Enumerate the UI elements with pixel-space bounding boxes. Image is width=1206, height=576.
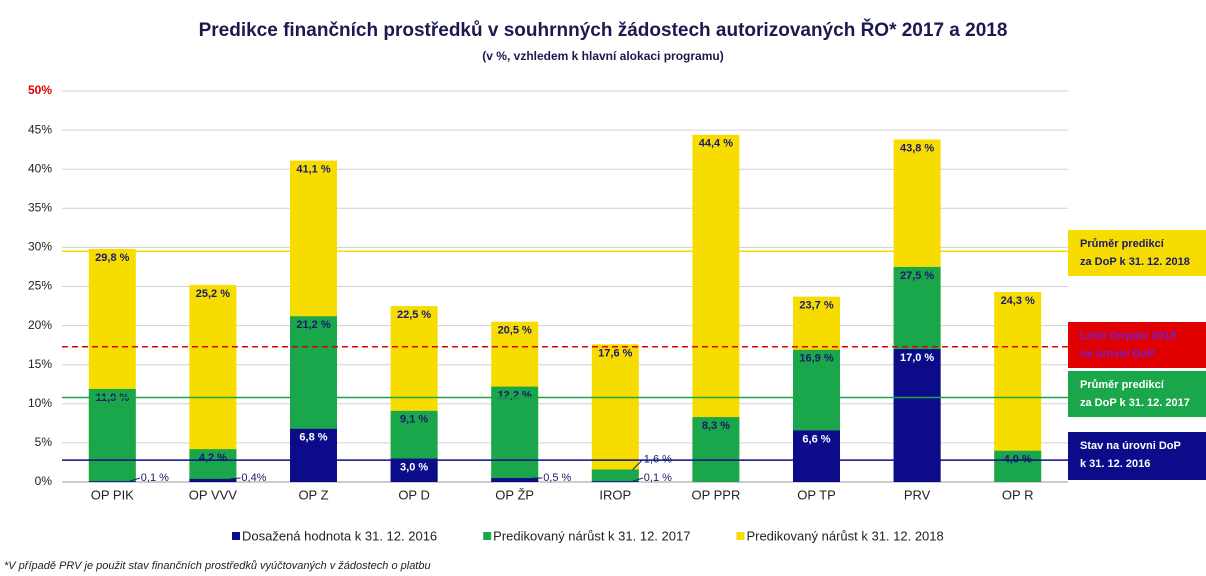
data-label: 9,1 % bbox=[400, 414, 428, 426]
x-tick-label: OP VVV bbox=[189, 487, 238, 502]
data-label: 22,5 % bbox=[397, 309, 431, 321]
data-label: 41,1 % bbox=[296, 164, 330, 176]
data-label: 8,3 % bbox=[702, 420, 730, 432]
legend-label: Predikovaný nárůst k 31. 12. 2017 bbox=[493, 528, 690, 543]
reference-label: za DoP k 31. 12. 2017 bbox=[1080, 397, 1190, 409]
x-tick-label: OP ŽP bbox=[495, 487, 534, 502]
reference-label: na úrovni DoP bbox=[1080, 348, 1155, 360]
data-label: 6,8 % bbox=[299, 432, 327, 444]
data-label: 29,8 % bbox=[95, 252, 129, 264]
reference-box bbox=[1068, 371, 1206, 417]
bar bbox=[390, 458, 438, 482]
data-label: 17,0 % bbox=[900, 352, 934, 364]
leader-line bbox=[632, 459, 644, 470]
bar bbox=[591, 469, 639, 482]
reference-label: Stav na úrovni DoP bbox=[1080, 440, 1181, 452]
legend-swatch bbox=[483, 532, 492, 540]
data-label: 17,6 % bbox=[598, 347, 632, 359]
y-tick-label: 15% bbox=[28, 357, 52, 371]
reference-label: Průměr predikcí bbox=[1080, 238, 1165, 250]
x-tick-label: IROP bbox=[599, 487, 631, 502]
bar bbox=[88, 481, 136, 482]
bar bbox=[591, 481, 639, 482]
y-tick-label: 5% bbox=[35, 435, 53, 449]
data-label: 44,4 % bbox=[699, 138, 733, 150]
bar bbox=[591, 344, 639, 482]
chart-title: Predikce finančních prostředků v souhrnn… bbox=[199, 19, 1008, 41]
data-label: 0,5 % bbox=[543, 472, 571, 484]
y-tick-label: 35% bbox=[28, 200, 52, 214]
y-tick-label: 25% bbox=[28, 279, 52, 293]
reference-box bbox=[1068, 322, 1206, 368]
bar bbox=[893, 349, 941, 482]
reference-label: za DoP k 31. 12. 2018 bbox=[1080, 256, 1190, 268]
bar bbox=[793, 430, 840, 482]
data-label: 21,2 % bbox=[296, 319, 330, 331]
bar bbox=[189, 449, 237, 482]
bar bbox=[692, 417, 740, 482]
bar bbox=[994, 291, 1042, 482]
data-label: 24,3 % bbox=[1001, 295, 1035, 307]
bar bbox=[491, 386, 539, 482]
x-tick-label: OP Z bbox=[298, 487, 328, 502]
data-label: 23,7 % bbox=[799, 300, 833, 312]
bar bbox=[491, 478, 539, 482]
x-tick-label: OP R bbox=[1002, 487, 1034, 502]
bar bbox=[994, 450, 1042, 482]
reference-label: k 31. 12. 2016 bbox=[1080, 458, 1150, 470]
leader-line bbox=[230, 477, 241, 480]
bar bbox=[88, 388, 136, 482]
x-tick-label: OP D bbox=[398, 487, 430, 502]
leader-line bbox=[632, 477, 643, 482]
bar bbox=[290, 428, 337, 482]
y-tick-label: 20% bbox=[28, 318, 52, 332]
y-tick-label: 45% bbox=[28, 122, 52, 136]
data-label: 27,5 % bbox=[900, 270, 934, 282]
data-label: 0,1 % bbox=[141, 472, 169, 484]
data-label: 6,6 % bbox=[802, 433, 830, 445]
y-tick-label: 30% bbox=[28, 240, 52, 254]
data-label: 4,2 % bbox=[199, 452, 227, 464]
y-tick-label: 50% bbox=[28, 83, 52, 97]
data-label: 12,2 % bbox=[498, 390, 532, 402]
bar bbox=[189, 478, 237, 482]
data-label: 20,5 % bbox=[498, 325, 532, 337]
data-label: 0,4% bbox=[241, 472, 266, 484]
leader-line bbox=[129, 477, 140, 482]
reference-box bbox=[1068, 230, 1206, 276]
x-tick-label: OP TP bbox=[797, 487, 836, 502]
data-label: 0,1 % bbox=[644, 472, 672, 484]
footnote: *V případě PRV je použit stav finančních… bbox=[4, 560, 431, 572]
legend-swatch bbox=[736, 532, 745, 540]
y-tick-label: 40% bbox=[28, 161, 52, 175]
y-tick-label: 0% bbox=[35, 474, 53, 488]
reference-label: Limit čerpání 2018 bbox=[1080, 330, 1176, 342]
y-tick-label: 10% bbox=[28, 396, 52, 410]
data-label: 16,9 % bbox=[799, 353, 833, 365]
legend-swatch bbox=[232, 532, 240, 540]
reference-box bbox=[1068, 432, 1206, 480]
x-tick-label: OP PIK bbox=[91, 487, 134, 502]
x-tick-label: PRV bbox=[904, 487, 931, 502]
legend-label: Predikovaný nárůst k 31. 12. 2018 bbox=[746, 528, 943, 543]
reference-label: Průměr predikcí bbox=[1080, 379, 1165, 391]
data-label: 3,0 % bbox=[400, 461, 428, 473]
chart-subtitle: (v %, vzhledem k hlavní alokaci programu… bbox=[482, 49, 723, 63]
data-label: 25,2 % bbox=[196, 288, 230, 300]
x-tick-label: OP PPR bbox=[691, 487, 740, 502]
data-label: 43,8 % bbox=[900, 142, 934, 154]
legend-label: Dosažená hodnota k 31. 12. 2016 bbox=[242, 528, 437, 543]
